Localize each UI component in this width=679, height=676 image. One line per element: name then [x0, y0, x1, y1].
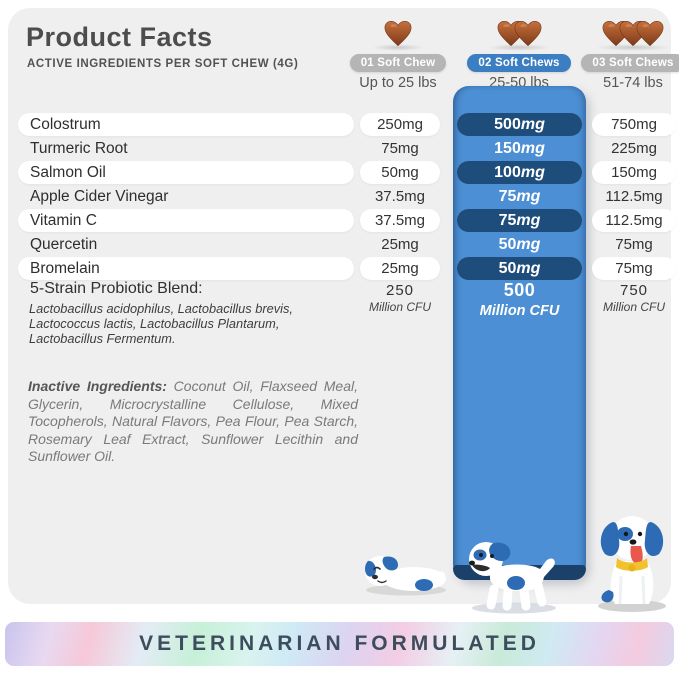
medium-dose-value: 500mg	[457, 113, 582, 136]
table-row: Vitamin C 37.5mg 75mg 112.5mg	[8, 209, 676, 233]
column-header-3: 03 Soft Chews 51-74 lbs	[568, 14, 679, 91]
chew-heart-icon	[636, 20, 664, 47]
cfu-small: 250 Million CFU	[360, 282, 440, 314]
chew-shadow	[487, 44, 551, 51]
dose-pill-1: 01 Soft Chew	[349, 54, 447, 72]
puppy-lying-illustration	[365, 556, 446, 596]
chew-shadow	[372, 44, 424, 51]
inactive-ingredients-label: Inactive Ingredients:	[28, 378, 167, 394]
medium-dose-value: 50mg	[498, 236, 541, 253]
small-dose-value: 37.5mg	[374, 188, 426, 205]
table-row: Quercetin 25mg 50mg 75mg	[8, 233, 671, 257]
dog-sitting-illustration	[598, 516, 666, 612]
inactive-ingredients-text: Coconut Oil, Flaxseed Meal, Glycerin, Mi…	[28, 378, 358, 464]
small-dose-value: 37.5mg	[360, 209, 440, 232]
product-facts-card: Product Facts ACTIVE INGREDIENTS PER SOF…	[8, 8, 679, 614]
medium-dose-value: 50mg	[457, 257, 582, 280]
veterinarian-formulated-banner: VETERINARIAN FORMULATED	[5, 622, 674, 666]
page-subtitle: ACTIVE INGREDIENTS PER SOFT CHEW (4G)	[27, 58, 299, 70]
table-row: Colostrum 250mg 500mg 750mg	[8, 113, 676, 137]
cfu-large-value: 750	[619, 282, 649, 299]
large-dose-value: 112.5mg	[605, 188, 663, 205]
chew-heart-icon	[513, 20, 542, 47]
column-header-1: 01 Soft Chew Up to 25 lbs	[333, 14, 463, 91]
medium-dose-value: 75mg	[498, 188, 541, 205]
large-dose-value: 150mg	[592, 161, 676, 184]
dose-pill-3: 03 Soft Chews	[581, 54, 679, 72]
probiotic-blend-title: 5-Strain Probiotic Blend:	[30, 280, 203, 297]
weight-range-1: Up to 25 lbs	[359, 75, 437, 91]
cfu-medium-unit: Million CFU	[479, 303, 560, 319]
ingredient-name: Turmeric Root	[30, 140, 128, 157]
cfu-medium-value: 500	[503, 280, 536, 300]
table-row: Apple Cider Vinegar 37.5mg 75mg 112.5mg	[8, 185, 671, 209]
chew-heart-icon	[384, 20, 412, 47]
table-row: Salmon Oil 50mg 100mg 150mg	[8, 161, 676, 185]
large-dose-value: 112.5mg	[592, 209, 676, 232]
probiotic-species-list: Lactobacillus acidophilus, Lactobacillus…	[29, 301, 293, 346]
ingredient-name: Apple Cider Vinegar	[30, 188, 169, 205]
ingredient-name: Colostrum	[18, 113, 354, 136]
page-title: Product Facts	[26, 22, 213, 52]
table-row: Bromelain 25mg 50mg 75mg	[8, 257, 676, 281]
cfu-large: 750 Million CFU	[592, 282, 676, 314]
ingredients-table: Colostrum 250mg 500mg 750mg Turmeric Roo…	[8, 113, 676, 281]
ingredient-name: Quercetin	[30, 236, 98, 253]
small-dose-value: 250mg	[360, 113, 440, 136]
chew-shadow	[595, 44, 671, 51]
large-dose-value: 75mg	[592, 257, 676, 280]
ingredient-name: Bromelain	[18, 257, 354, 280]
small-dose-value: 25mg	[360, 257, 440, 280]
small-dose-value: 25mg	[381, 236, 419, 253]
medium-dose-value: 100mg	[457, 161, 582, 184]
chew-icons-1	[333, 14, 463, 51]
cfu-small-unit: Million CFU	[368, 300, 431, 314]
inactive-ingredients-paragraph: Inactive Ingredients: Coconut Oil, Flaxs…	[28, 378, 358, 466]
medium-dose-value: 150mg	[494, 140, 545, 157]
ingredient-name: Salmon Oil	[18, 161, 354, 184]
cfu-large-unit: Million CFU	[602, 300, 665, 314]
large-dose-value: 225mg	[611, 140, 657, 157]
large-dose-value: 75mg	[615, 236, 653, 253]
chew-icons-2	[454, 14, 584, 51]
puppy-walking-illustration	[469, 542, 556, 614]
small-dose-value: 75mg	[381, 140, 419, 157]
table-row: Turmeric Root 75mg 150mg 225mg	[8, 137, 671, 161]
weight-range-3: 51-74 lbs	[603, 75, 663, 91]
medium-dose-value: 75mg	[457, 209, 582, 232]
banner-text: VETERINARIAN FORMULATED	[139, 632, 540, 655]
dose-pill-2: 02 Soft Chews	[467, 54, 571, 72]
ingredient-name: Vitamin C	[18, 209, 354, 232]
large-dose-value: 750mg	[592, 113, 676, 136]
chew-icons-3	[568, 14, 679, 51]
cfu-small-value: 250	[385, 282, 415, 299]
cfu-medium: 500 Million CFU	[457, 280, 582, 319]
small-dose-value: 50mg	[360, 161, 440, 184]
column-header-2: 02 Soft Chews 25-50 lbs	[454, 14, 584, 91]
